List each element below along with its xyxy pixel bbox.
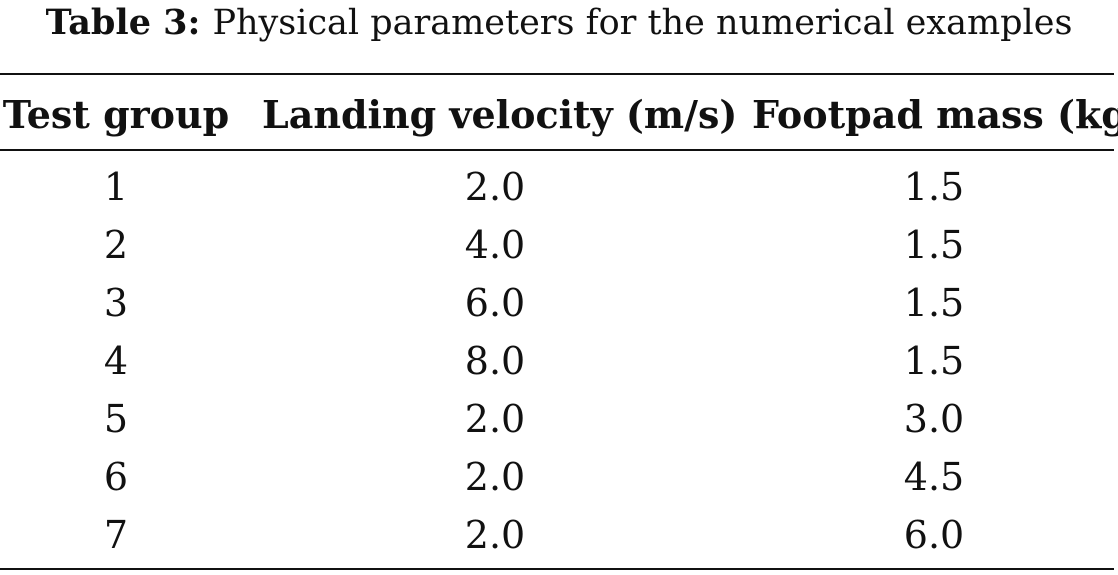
landing-velocity-cell: 2.0 bbox=[464, 513, 526, 557]
table-row: 4 8.0 1.5 bbox=[0, 332, 1118, 390]
footpad-mass-cell: 1.5 bbox=[903, 281, 965, 325]
table-row: 2 4.0 1.5 bbox=[0, 216, 1118, 274]
landing-velocity-cell: 6.0 bbox=[464, 281, 526, 325]
table-row: 6 2.0 4.5 bbox=[0, 448, 1118, 506]
landing-velocity-cell: 2.0 bbox=[464, 455, 526, 499]
table-caption: Table 3: Physical parameters for the nume… bbox=[0, 2, 1118, 44]
landing-velocity-cell: 8.0 bbox=[464, 339, 526, 383]
landing-velocity-cell: 2.0 bbox=[464, 397, 526, 441]
footpad-mass-cell: 6.0 bbox=[903, 513, 965, 557]
landing-velocity-cell: 2.0 bbox=[464, 165, 526, 209]
table-label: Table 3: bbox=[45, 2, 201, 43]
footpad-mass-cell: 3.0 bbox=[903, 397, 965, 441]
test-group-cell: 1 bbox=[103, 165, 129, 209]
header-footpad-mass: Footpad mass (kg) bbox=[752, 92, 1118, 137]
footpad-mass-cell: 1.5 bbox=[903, 339, 965, 383]
test-group-cell: 3 bbox=[103, 281, 129, 325]
test-group-cell: 5 bbox=[103, 397, 129, 441]
bottom-rule bbox=[0, 568, 1114, 570]
header-test-group: Test group bbox=[2, 92, 230, 137]
table-row: 5 2.0 3.0 bbox=[0, 390, 1118, 448]
top-rule bbox=[0, 73, 1114, 75]
table-row: 7 2.0 6.0 bbox=[0, 506, 1118, 564]
header-landing-velocity: Landing velocity (m/s) bbox=[262, 92, 738, 137]
test-group-cell: 2 bbox=[103, 223, 129, 267]
footpad-mass-cell: 1.5 bbox=[903, 223, 965, 267]
table-row: 3 6.0 1.5 bbox=[0, 274, 1118, 332]
landing-velocity-cell: 4.0 bbox=[464, 223, 526, 267]
table-row: 1 2.0 1.5 bbox=[0, 158, 1118, 216]
caption-text: Physical parameters for the numerical ex… bbox=[212, 3, 1073, 43]
header-rule bbox=[0, 149, 1114, 151]
test-group-cell: 6 bbox=[103, 455, 129, 499]
footpad-mass-cell: 1.5 bbox=[903, 165, 965, 209]
footpad-mass-cell: 4.5 bbox=[903, 455, 965, 499]
test-group-cell: 4 bbox=[103, 339, 129, 383]
test-group-cell: 7 bbox=[103, 513, 129, 557]
